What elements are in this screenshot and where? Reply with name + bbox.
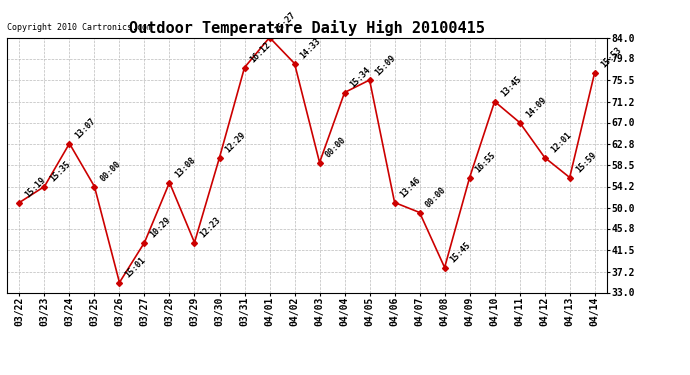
Text: 15:19: 15:19 (23, 176, 48, 200)
Text: 10:29: 10:29 (148, 216, 172, 240)
Text: 00:00: 00:00 (424, 186, 448, 210)
Text: 00:00: 00:00 (99, 160, 123, 184)
Text: 16:55: 16:55 (474, 151, 498, 175)
Text: 15:59: 15:59 (574, 151, 598, 175)
Text: 13:45: 13:45 (499, 75, 523, 99)
Text: 15:45: 15:45 (448, 241, 473, 265)
Text: 15:01: 15:01 (124, 256, 148, 280)
Text: 13:07: 13:07 (74, 117, 98, 141)
Title: Outdoor Temperature Daily High 20100415: Outdoor Temperature Daily High 20100415 (129, 20, 485, 36)
Text: 14:09: 14:09 (524, 96, 548, 120)
Text: 12:23: 12:23 (199, 216, 223, 240)
Text: 15:09: 15:09 (374, 53, 398, 77)
Text: 13:46: 13:46 (399, 176, 423, 200)
Text: 13:08: 13:08 (174, 156, 198, 180)
Text: 16:12: 16:12 (248, 40, 273, 65)
Text: 12:29: 12:29 (224, 130, 248, 155)
Text: 15:27: 15:27 (274, 10, 298, 35)
Text: 15:34: 15:34 (348, 66, 373, 90)
Text: 12:01: 12:01 (549, 130, 573, 155)
Text: 00:00: 00:00 (324, 136, 348, 160)
Text: 15:35: 15:35 (48, 160, 72, 184)
Text: Copyright 2010 Cartronics.com: Copyright 2010 Cartronics.com (7, 23, 152, 32)
Text: 15:53: 15:53 (599, 46, 623, 70)
Text: 14:33: 14:33 (299, 37, 323, 61)
